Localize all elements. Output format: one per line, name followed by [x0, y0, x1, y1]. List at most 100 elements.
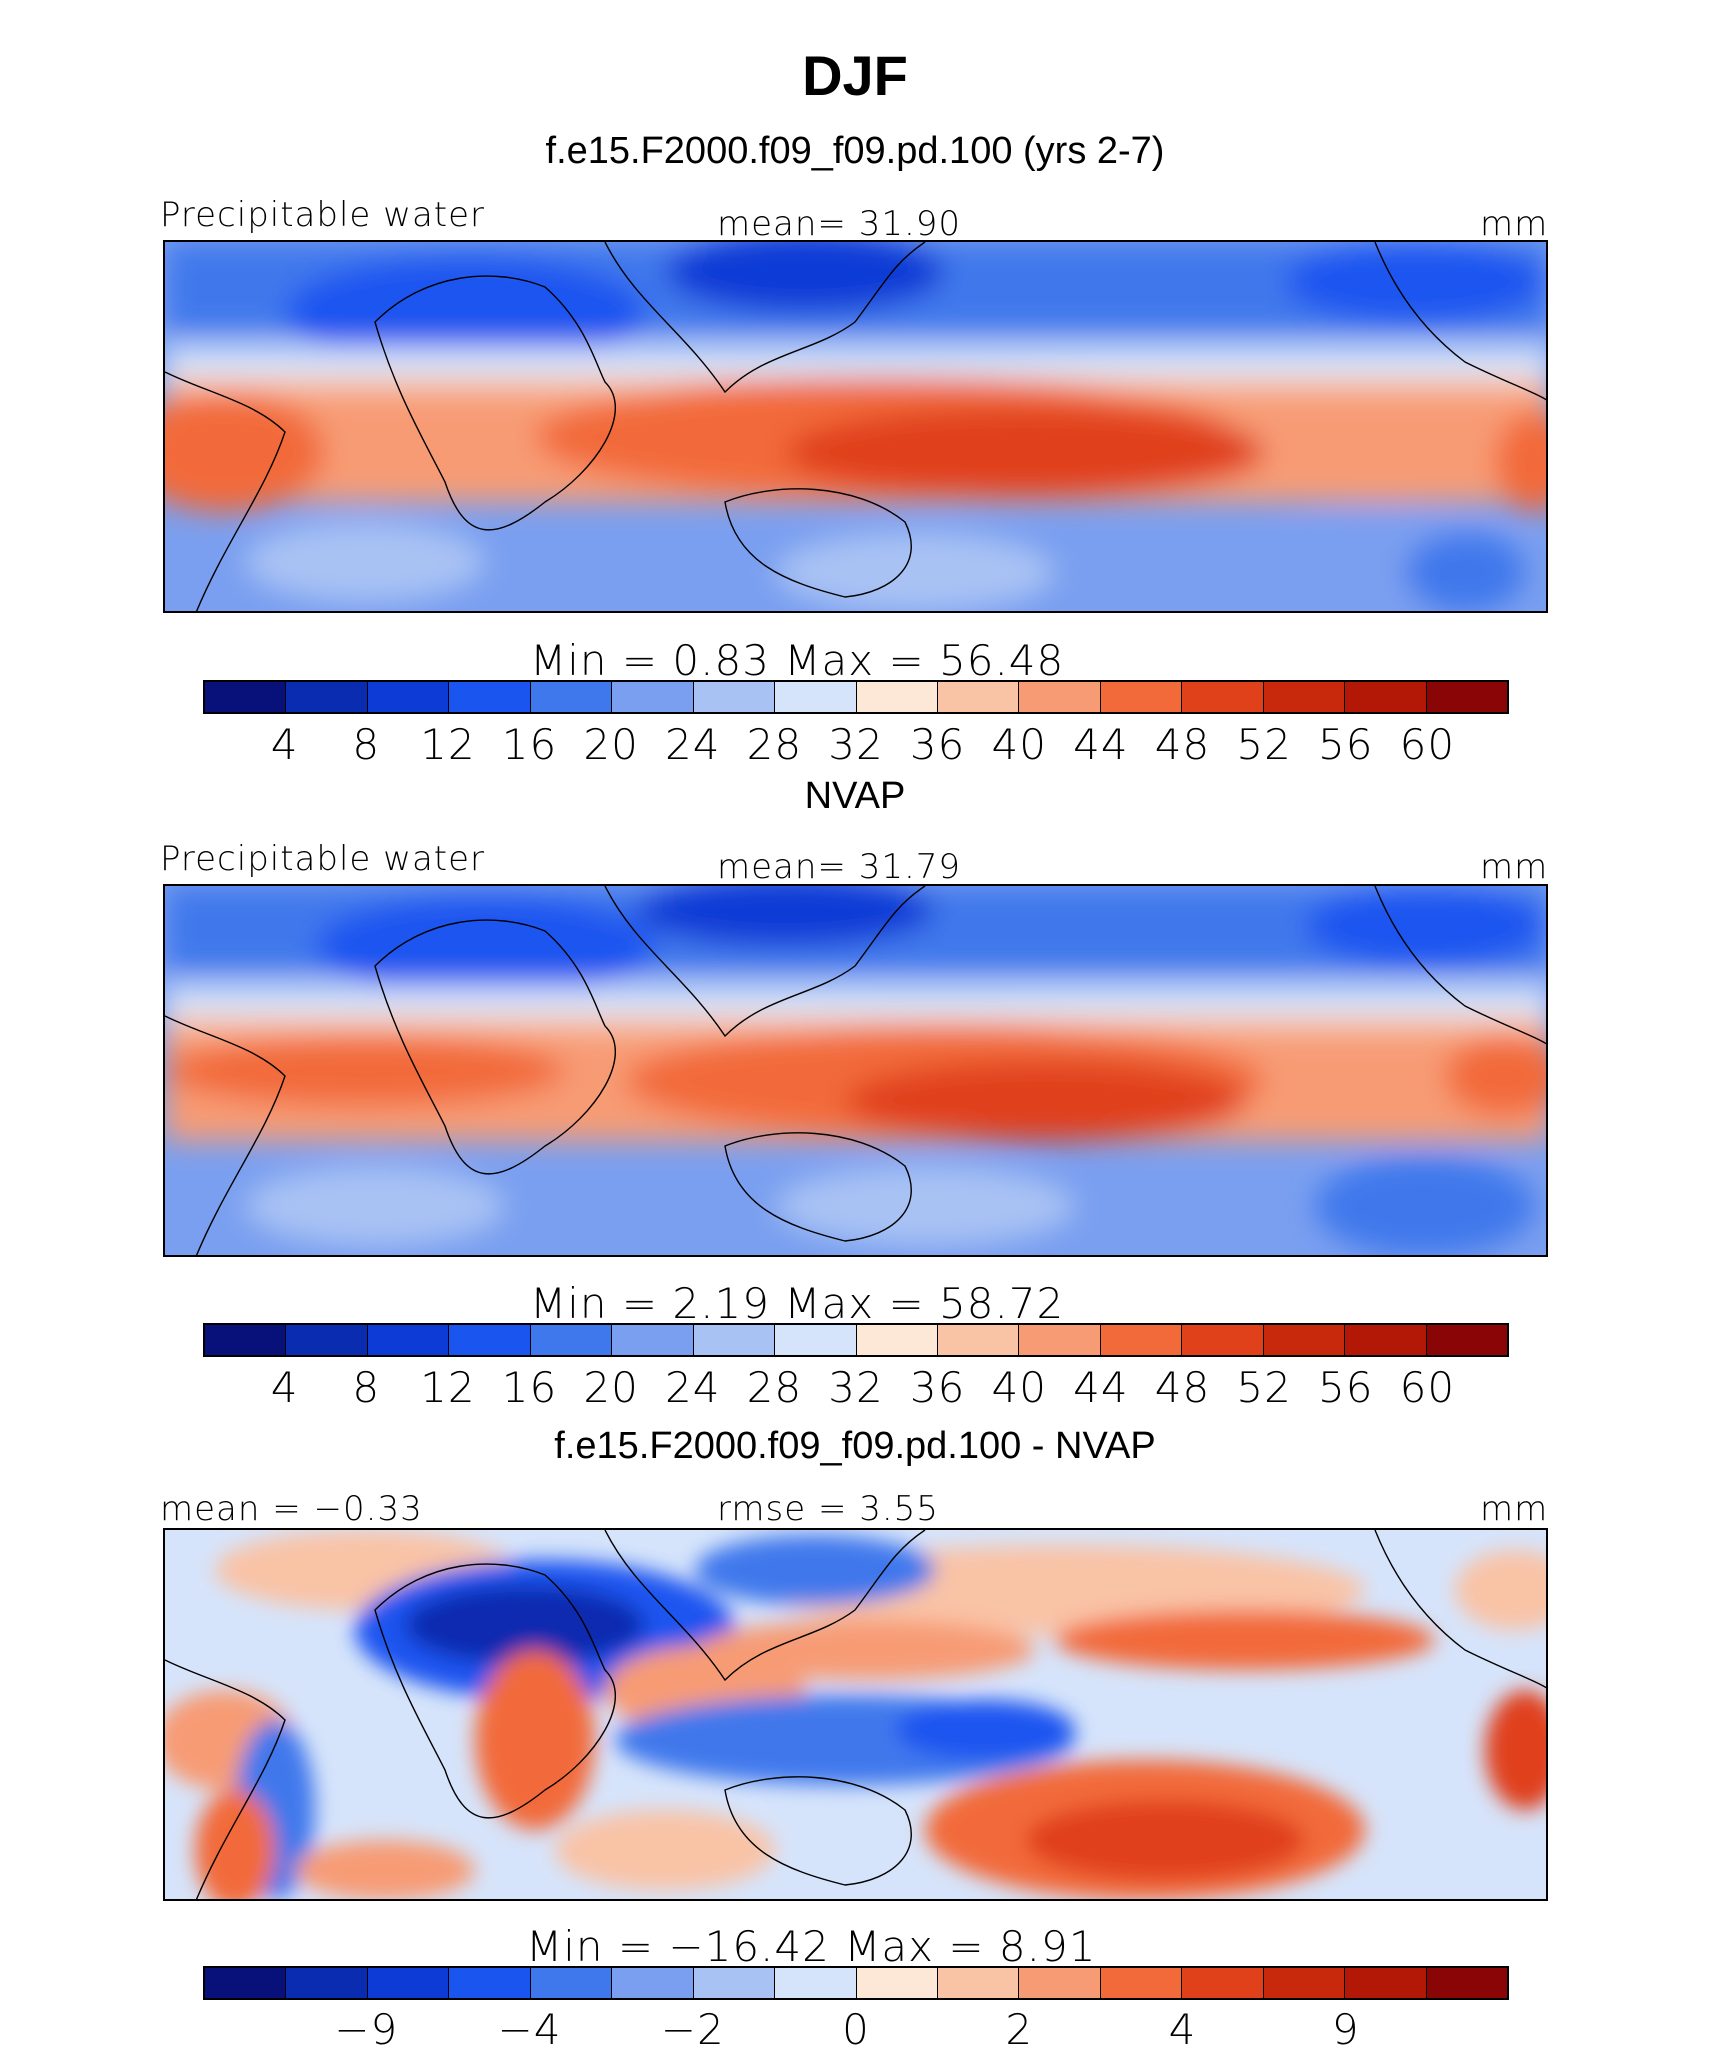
panel1-title: f.e15.F2000.f09_f09.pd.100 (yrs 2-7): [545, 130, 1165, 172]
colorbar-swatch: [1345, 1325, 1427, 1355]
colorbar-swatch: [612, 1968, 694, 1998]
colorbar-swatch: [449, 682, 531, 712]
colorbar-swatch: [1019, 1968, 1101, 1998]
colorbar-tick-label: 12: [420, 720, 476, 769]
colorbar-swatch: [530, 1968, 613, 1998]
colorbar-swatch: [1100, 1325, 1183, 1355]
colorbar-tick-label: 8: [352, 720, 381, 769]
panel2-title: NVAP: [804, 775, 906, 817]
figure-title: DJF: [802, 44, 908, 107]
panel3-map: [163, 1528, 1548, 1901]
colorbar-swatch: [1263, 1325, 1346, 1355]
colorbar-tick-label: 40: [991, 1363, 1047, 1412]
colorbar-swatch: [1263, 682, 1346, 712]
colorbar-tick-label: 44: [1073, 720, 1129, 769]
panel1-variable-label: Precipitable water: [160, 195, 486, 235]
panel1-units-label: mm: [1480, 204, 1549, 244]
colorbar-swatch: [1182, 682, 1264, 712]
colorbar-tick-label: 52: [1236, 1363, 1292, 1412]
panel1-map: [163, 240, 1548, 613]
panel2-mean-label: mean= 31.79: [717, 847, 962, 887]
colorbar-swatch: [612, 682, 694, 712]
colorbar-tick-label: 12: [420, 1363, 476, 1412]
colorbar-swatch: [1426, 682, 1507, 712]
colorbar-tick-label: 60: [1399, 720, 1456, 769]
colorbar-swatch: [367, 682, 450, 712]
colorbar-swatch: [693, 1968, 776, 1998]
colorbar-swatch: [1426, 1968, 1507, 1998]
colorbar-tick-label: 48: [1154, 1363, 1211, 1412]
colorbar-tick-label: −4: [497, 2005, 562, 2054]
colorbar-tick-label: 4: [1168, 2005, 1197, 2054]
colorbar-tick-label: 16: [501, 1363, 558, 1412]
panel3-stats: Min = −16.42 Max = 8.91: [526, 1922, 1097, 1971]
panel3-mean-label: mean = −0.33: [160, 1489, 423, 1529]
colorbar-swatch: [1345, 682, 1427, 712]
colorbar-swatch: [1182, 1325, 1264, 1355]
colorbar-tick-label: −2: [660, 2005, 725, 2054]
colorbar-tick-label: 32: [828, 1363, 884, 1412]
colorbar-swatch: [937, 1325, 1020, 1355]
colorbar-swatch: [367, 1325, 450, 1355]
colorbar-tick-label: 44: [1073, 1363, 1129, 1412]
colorbar-swatch: [937, 1968, 1020, 1998]
colorbar-swatch: [856, 1325, 938, 1355]
colorbar-swatch: [775, 1325, 857, 1355]
panel2-variable-label: Precipitable water: [160, 839, 486, 879]
colorbar-swatch: [1345, 1968, 1427, 1998]
colorbar-swatch: [530, 682, 613, 712]
colorbar-swatch: [1100, 682, 1183, 712]
colorbar-swatch: [286, 1325, 368, 1355]
colorbar-tick-label: 36: [909, 720, 966, 769]
colorbar-swatch: [1019, 1325, 1101, 1355]
colorbar-tick-label: 52: [1236, 720, 1292, 769]
colorbar-swatch: [449, 1968, 531, 1998]
colorbar-tick-label: 2: [1005, 2005, 1034, 2054]
colorbar-swatch: [530, 1325, 613, 1355]
colorbar-tick-label: 56: [1318, 720, 1374, 769]
colorbar-swatch: [775, 1968, 857, 1998]
panel2-coastlines: [165, 886, 1546, 1255]
colorbar-tick-label: −9: [334, 2005, 399, 2054]
colorbar-swatch: [367, 1968, 450, 1998]
colorbar-tick-label: 24: [665, 1363, 721, 1412]
colorbar-swatch: [775, 682, 857, 712]
colorbar-swatch: [1100, 1968, 1183, 1998]
colorbar-swatch: [449, 1325, 531, 1355]
panel1-colorbar-ticks: 4 8 12 16 20 24 28 32 36 40 44 48 52 56 …: [203, 720, 1509, 769]
colorbar-tick-label: 4: [270, 1363, 299, 1412]
colorbar-swatch: [693, 1325, 776, 1355]
panel3-colorbar-ticks: −9 −4 −2 0 2 4 9: [203, 2005, 1509, 2054]
panel3-colorbar: [203, 1966, 1509, 2000]
colorbar-tick-label: 48: [1154, 720, 1211, 769]
panel1-colorbar: [203, 680, 1509, 714]
colorbar-tick-label: 28: [746, 720, 803, 769]
panel3-title: f.e15.F2000.f09_f09.pd.100 - NVAP: [554, 1425, 1156, 1467]
colorbar-tick-label: 60: [1399, 1363, 1456, 1412]
colorbar-swatch: [1426, 1325, 1507, 1355]
colorbar-swatch: [612, 1325, 694, 1355]
colorbar-tick-label: 56: [1318, 1363, 1374, 1412]
colorbar-swatch: [1182, 1968, 1264, 1998]
colorbar-swatch: [1263, 1968, 1346, 1998]
colorbar-swatch: [286, 1968, 368, 1998]
colorbar-tick-label: 20: [583, 720, 639, 769]
colorbar-swatch: [205, 682, 287, 712]
colorbar-tick-label: 9: [1331, 2005, 1360, 2054]
colorbar-swatch: [286, 682, 368, 712]
colorbar-tick-label: 8: [352, 1363, 381, 1412]
panel1-stats: Min = 0.83 Max = 56.48: [530, 636, 1065, 685]
colorbar-tick-label: 28: [746, 1363, 803, 1412]
panel3-coastlines: [165, 1530, 1546, 1899]
panel2-colorbar: [203, 1323, 1509, 1357]
colorbar-swatch: [1019, 682, 1101, 712]
panel1-coastlines: [165, 242, 1546, 611]
colorbar-tick-label: 20: [583, 1363, 639, 1412]
colorbar-swatch: [205, 1968, 287, 1998]
colorbar-swatch: [856, 682, 938, 712]
colorbar-tick-label: 4: [270, 720, 299, 769]
colorbar-swatch: [856, 1968, 938, 1998]
panel3-rmse-label: rmse = 3.55: [717, 1489, 939, 1529]
panel1-mean-label: mean= 31.90: [717, 204, 962, 244]
panel2-units-label: mm: [1480, 847, 1549, 887]
